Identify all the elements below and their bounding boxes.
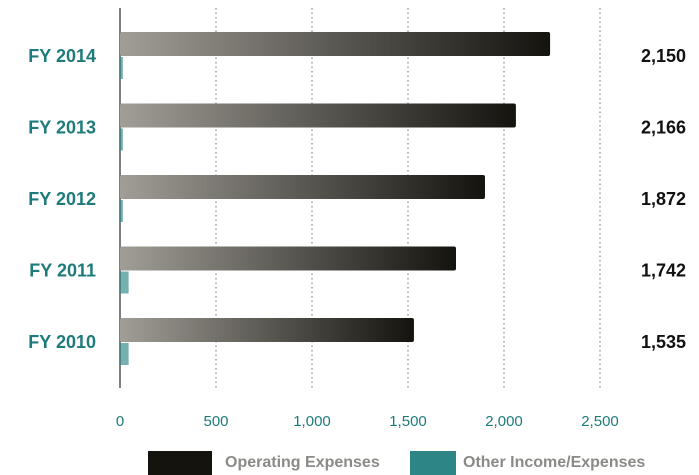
total-label: 2,150 [641,46,686,66]
bar [120,343,129,365]
category-label: FY 2014 [28,46,96,66]
bar [120,271,129,294]
total-label: 1,535 [641,332,686,352]
bar [120,175,485,199]
category-label: FY 2011 [29,260,96,280]
bar [120,128,123,151]
x-tick-label: 0 [116,413,124,430]
category-label: FY 2012 [28,189,96,209]
bar [120,246,456,271]
total-label: 2,166 [641,117,686,137]
bar [120,57,123,79]
legend-swatch [410,451,456,475]
x-tick-label: 2,000 [485,413,523,430]
legend-label: Other Income/Expenses [463,454,645,471]
x-tick-label: 1,000 [293,413,331,430]
bar [120,318,414,342]
bar [120,32,551,56]
x-tick-label: 2,500 [581,413,619,430]
total-label: 1,872 [641,189,686,209]
category-label: FY 2010 [28,332,96,352]
x-tick-label: 500 [203,413,228,430]
bar [120,103,516,128]
category-label: FY 2013 [28,117,96,137]
legend-label: Operating Expenses [225,454,380,471]
x-tick-label: 1,500 [389,413,427,430]
total-label: 1,742 [641,260,686,280]
bar [120,200,123,222]
legend-swatch [148,451,212,475]
